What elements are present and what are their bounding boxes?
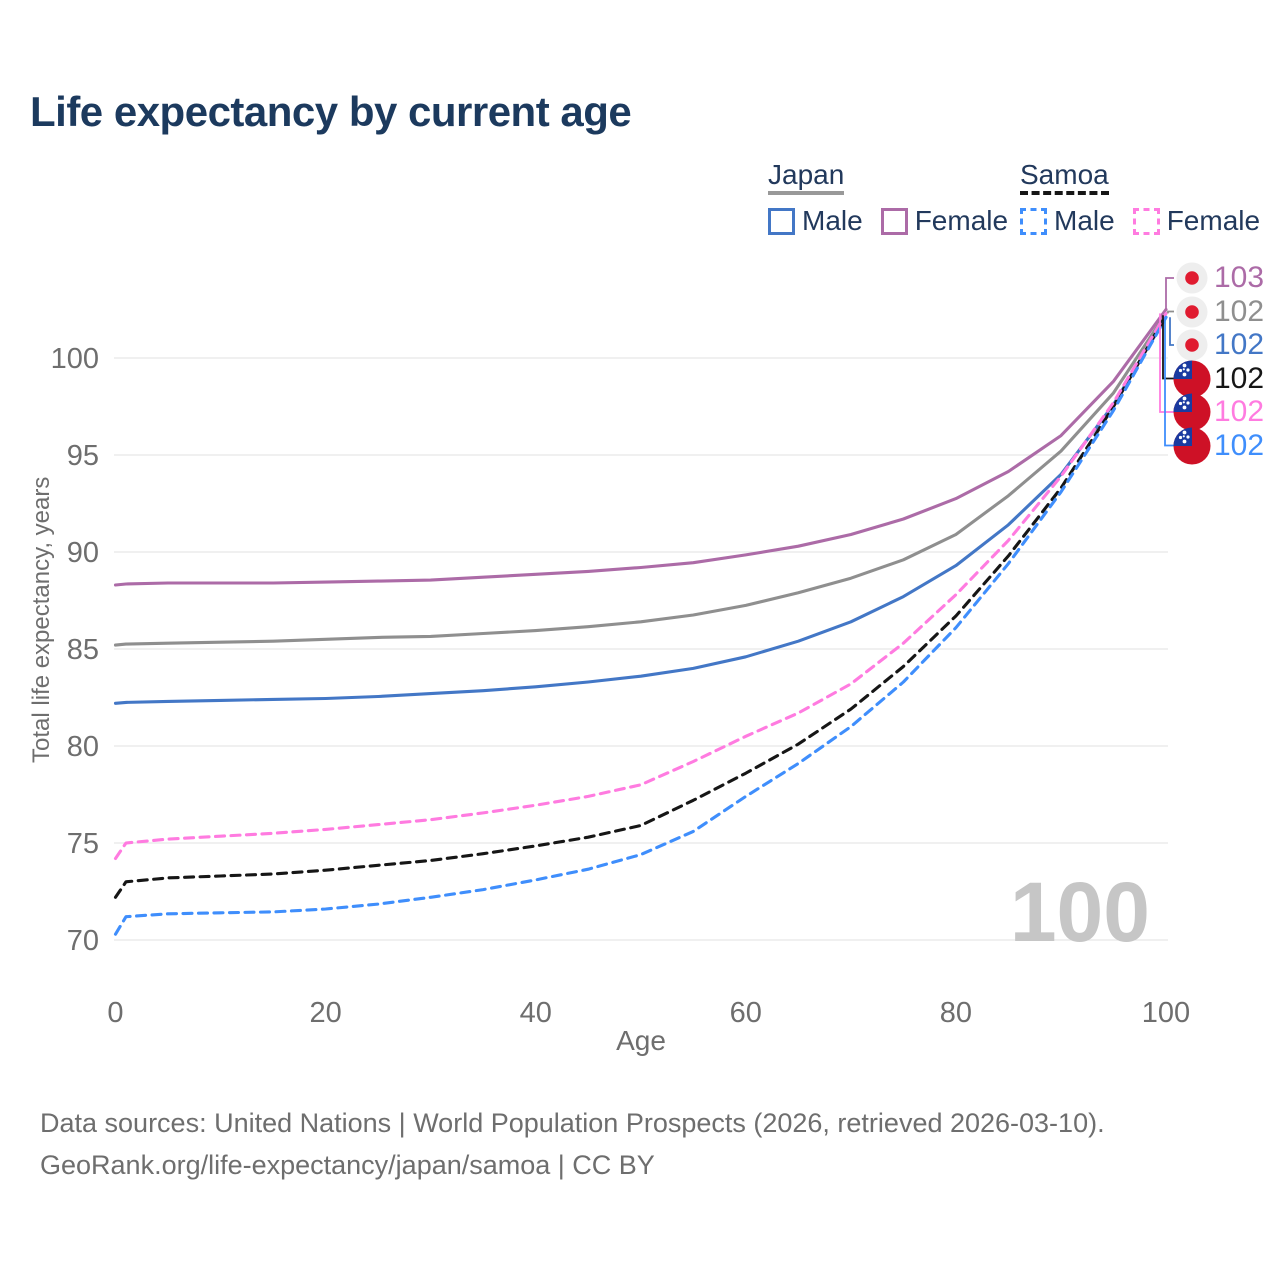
legend-japan-male-swatch[interactable] xyxy=(768,207,795,235)
legend-samoa-male-swatch[interactable] xyxy=(1020,207,1047,235)
japan-flag-icon xyxy=(1176,296,1208,327)
svg-text:20: 20 xyxy=(309,997,341,1029)
legend-samoa-header[interactable]: Samoa xyxy=(1020,160,1109,195)
svg-text:75: 75 xyxy=(67,828,99,860)
end-label-value: 102 xyxy=(1214,428,1265,462)
series-line-japan-both-sexes xyxy=(113,311,1168,647)
legend-japan-female-swatch[interactable] xyxy=(880,207,908,235)
legend-samoa-female-label[interactable]: Female xyxy=(1166,205,1261,236)
legend-group-samoa: Samoa Male Female xyxy=(1020,160,1278,237)
legend-group-japan: Japan Male Female xyxy=(768,160,1026,237)
series-line-samoa-female xyxy=(113,311,1168,861)
samoa-flag-icon xyxy=(1173,427,1211,464)
connector-japan-female xyxy=(1165,277,1174,310)
end-label-row-samoa-both-sexes: 102 xyxy=(1171,359,1264,399)
end-label-row-samoa-female: 102 xyxy=(1171,392,1264,432)
svg-text:80: 80 xyxy=(940,997,972,1029)
page-title: Life expectancy by current age xyxy=(30,88,632,135)
svg-text:90: 90 xyxy=(67,537,99,569)
legend-japan-male-label[interactable]: Male xyxy=(802,205,863,236)
samoa-flag-icon xyxy=(1173,360,1211,397)
legend-japan-header[interactable]: Japan xyxy=(768,160,845,195)
series-line-japan-male xyxy=(113,315,1168,705)
gridlines xyxy=(114,357,1168,941)
legend-samoa-female-swatch[interactable] xyxy=(1132,207,1160,235)
svg-text:60: 60 xyxy=(730,997,762,1029)
svg-text:0: 0 xyxy=(107,997,123,1029)
source-footer: Data sources: United Nations | World Pop… xyxy=(40,1102,1105,1186)
connector-samoa-male xyxy=(1164,317,1174,447)
samoa-flag-icon xyxy=(1173,393,1211,431)
series-lines xyxy=(113,307,1168,936)
svg-text:80: 80 xyxy=(67,731,99,763)
end-label-connectors xyxy=(1159,277,1174,447)
legend-samoa-male-label[interactable]: Male xyxy=(1054,205,1115,236)
japan-flag-icon xyxy=(1176,262,1208,294)
end-label-value: 102 xyxy=(1214,328,1265,361)
japan-flag-icon xyxy=(1176,329,1208,361)
x-axis-title: Age xyxy=(616,1025,666,1056)
end-label-row-japan-male: 102 xyxy=(1171,325,1264,365)
end-label-value: 102 xyxy=(1214,395,1265,428)
legend-japan-female-label[interactable]: Female xyxy=(914,205,1009,236)
svg-text:100: 100 xyxy=(1142,997,1190,1029)
source-line: Data sources: United Nations | World Pop… xyxy=(40,1108,1105,1138)
connector-samoa-both-sexes xyxy=(1162,315,1174,380)
svg-text:70: 70 xyxy=(67,925,99,957)
connector-samoa-female xyxy=(1159,313,1174,413)
series-line-samoa-male xyxy=(113,315,1168,936)
svg-text:95: 95 xyxy=(67,440,99,472)
end-label-row-samoa-male: 102 xyxy=(1171,426,1264,466)
svg-text:100: 100 xyxy=(51,343,99,375)
y-axis-title: Total life expectancy, years xyxy=(28,476,55,764)
series-line-japan-female xyxy=(113,307,1168,587)
connector-japan-male xyxy=(1169,317,1174,346)
svg-text:40: 40 xyxy=(520,997,552,1029)
end-label-value: 102 xyxy=(1214,294,1265,328)
svg-text:85: 85 xyxy=(67,634,99,666)
connector-japan-both-sexes xyxy=(1167,310,1174,314)
attribution-line: GeoRank.org/life-expectancy/japan/samoa … xyxy=(40,1150,655,1180)
end-label-value: 103 xyxy=(1214,261,1265,294)
x-tick-labels: 0 20 40 60 80 100 xyxy=(107,997,1190,1029)
series-line-samoa-both-sexes xyxy=(113,313,1168,899)
y-tick-labels: 70 75 80 85 90 95 100 xyxy=(51,343,99,957)
end-label-row-japan-both-sexes: 102 xyxy=(1171,292,1264,332)
end-label-row-japan-female: 103 xyxy=(1171,258,1264,298)
end-label-value: 102 xyxy=(1214,361,1265,395)
age-watermark: 100 xyxy=(1009,865,1150,959)
